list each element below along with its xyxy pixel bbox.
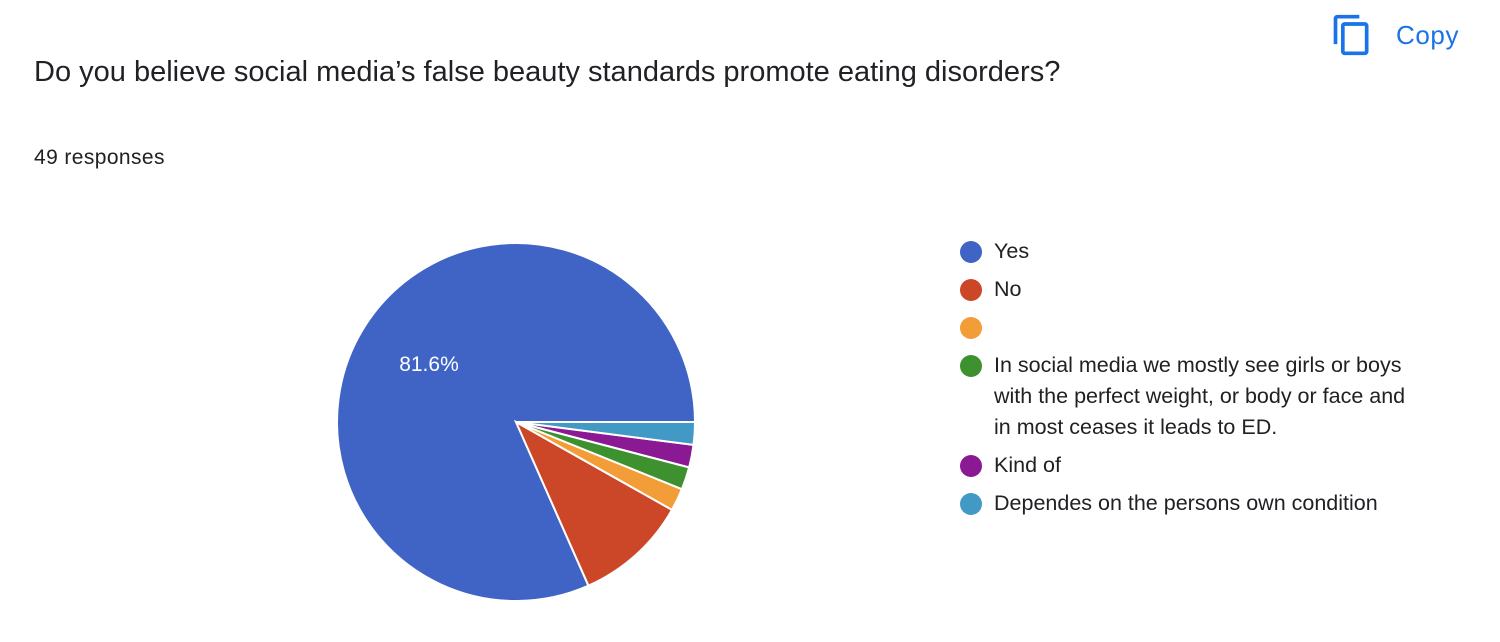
pie-data-labels: 81.6% <box>399 353 459 376</box>
legend-item[interactable]: Dependes on the persons own condition <box>958 488 1458 519</box>
legend-item[interactable]: No <box>958 274 1458 305</box>
legend-label: Dependes on the persons own condition <box>994 491 1378 515</box>
legend-item[interactable]: Kind of <box>958 450 1458 481</box>
copy-icon <box>1333 14 1369 56</box>
question-title: Do you believe social media’s false beau… <box>34 56 1061 88</box>
legend-label: Kind of <box>994 453 1061 477</box>
legend-swatch <box>960 455 982 477</box>
legend-swatch <box>960 493 982 515</box>
legend-swatch <box>960 241 982 263</box>
legend-swatch <box>960 279 982 301</box>
legend-item[interactable]: In social media we mostly see girls or b… <box>958 350 1458 443</box>
pie-chart: 81.6% <box>336 242 697 602</box>
copy-label: Copy <box>1396 20 1460 50</box>
pie-slice-6[interactable] <box>515 421 697 447</box>
legend-item[interactable] <box>958 312 1458 343</box>
chart-legend: Yes No In social media we mostly see girls… <box>958 236 1458 526</box>
legend-swatch <box>960 355 982 377</box>
pie-slices <box>336 242 697 602</box>
response-count: 49 responses <box>34 146 165 169</box>
copy-button[interactable]: Copy <box>1330 10 1459 60</box>
pie-data-label: 81.6% <box>399 353 459 376</box>
legend-label: In social media we mostly see girls or b… <box>994 353 1406 439</box>
pie-slice-2[interactable] <box>513 419 674 587</box>
legend-label: No <box>994 277 1022 301</box>
legend-label: Yes <box>994 239 1030 263</box>
legend-swatch <box>960 317 982 339</box>
legend-item[interactable]: Yes <box>958 236 1458 267</box>
